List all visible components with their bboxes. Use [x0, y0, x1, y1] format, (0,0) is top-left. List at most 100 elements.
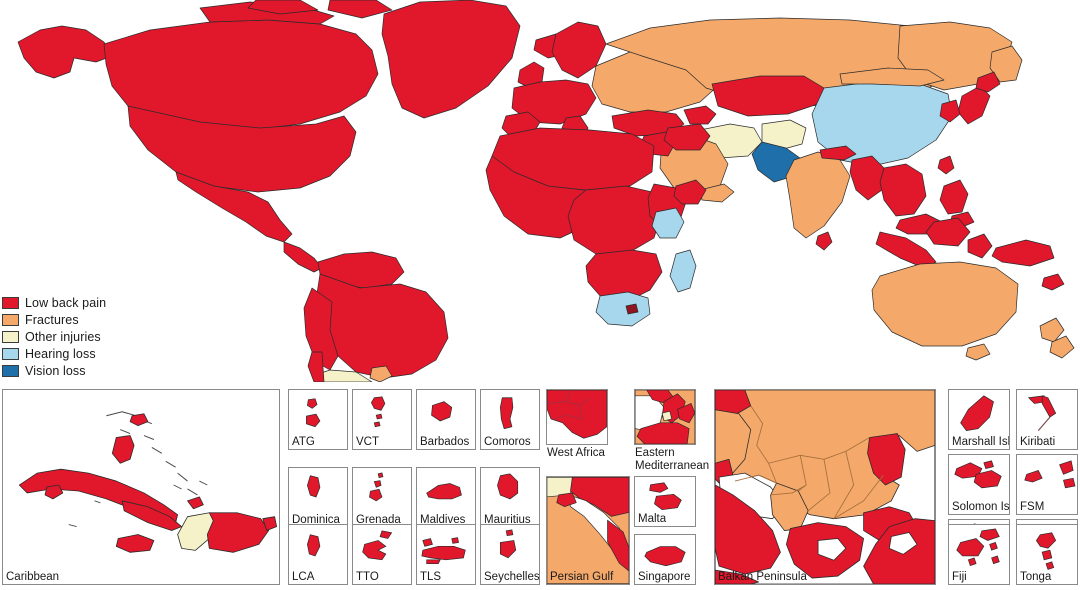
inset-fiji: Fiji	[948, 524, 1010, 585]
inset-label-em-line2: Mediterranean	[635, 459, 710, 472]
shape-singapore	[644, 546, 686, 567]
shape-barbuda	[306, 413, 321, 428]
shape-gozo	[649, 482, 669, 493]
legend-item-vision-loss: Vision loss	[2, 363, 152, 379]
region-russia-kamchatka	[989, 45, 1023, 83]
region-new-zealand	[1039, 317, 1065, 343]
shape-grenada-isl-a	[377, 472, 384, 479]
inset-lca: LCA	[288, 524, 348, 585]
shape-west-africa-landmass	[547, 390, 607, 439]
balkan-map-svg	[715, 390, 935, 584]
map-legend: Low back pain Fractures Other injuries H…	[2, 295, 152, 380]
shape-tonga-c	[1045, 561, 1055, 570]
shape-grenada-isl-b	[373, 480, 382, 488]
inset-tls: TLS	[416, 524, 476, 585]
shape-solomon-c	[983, 460, 994, 469]
shape-malta-main	[654, 493, 682, 511]
fiji-map-svg	[956, 528, 1000, 567]
region-iraq-syria	[663, 123, 711, 151]
caribbean-isla-juventud	[44, 484, 64, 500]
shape-mauritius	[497, 473, 519, 500]
legend-label-other-injuries: Other injuries	[25, 329, 101, 344]
shape-timor-leste	[421, 545, 466, 561]
world-map-canvas	[17, 0, 1075, 382]
caribbean-jamaica	[115, 534, 155, 553]
shape-fsm-a	[1024, 470, 1043, 483]
region-madagascar	[669, 249, 697, 293]
region-somalia-horn	[673, 179, 707, 205]
caribbean-andros	[111, 435, 135, 464]
marshall-isl-map-svg	[960, 395, 994, 431]
inset-malta: Malta	[634, 476, 696, 527]
world-map-svg	[17, 0, 1075, 382]
inset-maldives: Maldives	[416, 467, 476, 528]
inset-solomon-isl: Solomon Isl	[948, 454, 1010, 515]
shape-grenadine-b	[373, 421, 381, 428]
inset-tto: TTO	[352, 524, 412, 585]
seychelles-map-svg	[499, 529, 517, 559]
shape-fiji-isl-a	[989, 541, 998, 551]
shape-tls-isl-b	[451, 537, 459, 544]
region-sulawesi	[967, 233, 993, 259]
region-borneo	[925, 217, 971, 247]
shape-pg-east-coast	[607, 519, 629, 572]
inset-west-africa	[546, 389, 608, 445]
region-caucasus	[683, 105, 717, 125]
shape-em-enclave	[661, 410, 673, 422]
legend-swatch-hearing-loss	[2, 348, 19, 360]
region-indochina	[879, 163, 927, 217]
inset-vct: VCT	[352, 389, 412, 450]
inset-tonga: Tonga	[1016, 524, 1078, 585]
shape-seychelles-isl-a	[505, 529, 514, 537]
legend-label-vision-loss: Vision loss	[25, 363, 86, 378]
region-tasmania	[965, 343, 991, 361]
shape-marshall-islands	[960, 395, 994, 431]
region-central-america	[283, 241, 323, 273]
inset-barbados: Barbados	[416, 389, 476, 450]
shape-barbados	[431, 401, 453, 422]
legend-swatch-other-injuries	[2, 331, 19, 343]
inset-seychelles: Seychelles	[480, 524, 540, 585]
region-taiwan	[937, 155, 955, 175]
caribbean-dots	[68, 480, 208, 528]
shape-antigua	[306, 398, 318, 409]
region-kazakhstan	[711, 75, 825, 117]
shape-maldives	[426, 483, 462, 500]
inset-dominica: Dominica	[288, 467, 348, 528]
inset-balkan-peninsula: Balkan Peninsula	[714, 389, 936, 585]
shape-fiji-isl-b	[967, 557, 977, 567]
shape-comoros	[499, 397, 514, 430]
inset-singapore: Singapore	[634, 534, 696, 585]
region-chile	[307, 351, 325, 382]
inset-caribbean: Caribbean	[2, 389, 280, 585]
inset-grenada: Grenada	[352, 467, 412, 528]
tls-map-svg	[421, 537, 466, 565]
shape-grenadine-a	[375, 413, 383, 420]
caribbean-bahamas-isl-2	[129, 413, 149, 427]
atg-map-svg	[306, 398, 321, 428]
shape-fsm-c	[1063, 477, 1076, 489]
shape-kiribati-b	[1041, 395, 1057, 418]
shape-fiji-isl-c	[991, 555, 1000, 565]
dominica-map-svg	[307, 475, 321, 498]
region-india	[785, 151, 851, 239]
grenada-map-svg	[369, 472, 384, 502]
region-papua-new-guinea	[991, 239, 1055, 267]
shape-seychelles-main	[499, 540, 517, 559]
region-new-zealand-s	[1049, 335, 1075, 359]
region-yemen-oman	[699, 183, 735, 203]
caribbean-puerto-rico	[262, 516, 277, 531]
inset-comoros: Comoros	[480, 389, 540, 450]
singapore-map-svg	[644, 546, 686, 567]
region-sri-lanka	[815, 231, 833, 251]
region-new-caledonia	[1041, 273, 1065, 291]
legend-label-hearing-loss: Hearing loss	[25, 346, 96, 361]
comoros-map-svg	[499, 397, 514, 430]
shape-tonga-a	[1035, 532, 1057, 549]
shape-tls-isl-a	[422, 538, 433, 547]
shape-fsm-b	[1059, 460, 1074, 475]
region-central-africa	[567, 185, 663, 255]
tto-map-svg	[362, 530, 393, 561]
inset-atg: ATG	[288, 389, 348, 450]
region-japan	[957, 85, 991, 125]
